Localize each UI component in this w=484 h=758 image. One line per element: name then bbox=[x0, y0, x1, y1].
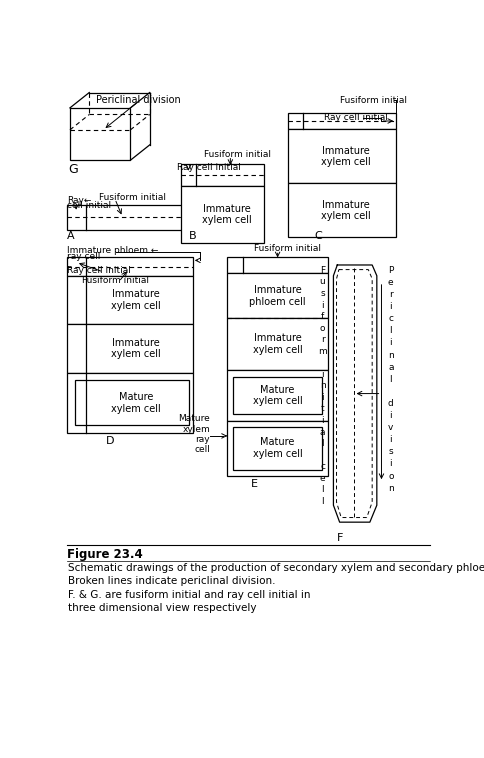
Text: i: i bbox=[320, 416, 323, 425]
Text: A: A bbox=[67, 230, 75, 241]
Bar bbox=[75, 381, 189, 425]
Bar bbox=[67, 373, 193, 433]
Bar bbox=[70, 108, 130, 160]
Text: Immature phloem ←: Immature phloem ← bbox=[67, 246, 158, 255]
Text: i: i bbox=[389, 302, 391, 312]
Text: l: l bbox=[320, 439, 323, 448]
Text: e: e bbox=[319, 474, 325, 483]
Text: o: o bbox=[387, 471, 393, 481]
Text: i: i bbox=[320, 300, 323, 309]
Text: Immature
phloem cell: Immature phloem cell bbox=[249, 285, 305, 306]
Bar bbox=[67, 276, 193, 324]
Text: E: E bbox=[250, 478, 257, 489]
Text: r: r bbox=[320, 335, 324, 344]
Text: c: c bbox=[388, 315, 393, 323]
Bar bbox=[233, 427, 321, 470]
Text: Immature
xylem cell: Immature xylem cell bbox=[201, 204, 251, 225]
Text: Fusiform initial: Fusiform initial bbox=[254, 244, 321, 253]
Bar bbox=[181, 164, 264, 186]
Text: l: l bbox=[389, 374, 391, 384]
Text: Immature
xylem cell: Immature xylem cell bbox=[111, 338, 161, 359]
Bar bbox=[67, 205, 181, 230]
Bar bbox=[227, 256, 327, 274]
Text: l: l bbox=[389, 327, 391, 335]
Text: Ray←: Ray← bbox=[67, 196, 91, 205]
Text: l: l bbox=[320, 485, 323, 494]
Text: F: F bbox=[319, 266, 324, 275]
Text: t: t bbox=[320, 405, 324, 413]
Text: Figure 23.4: Figure 23.4 bbox=[67, 548, 142, 561]
Text: Fusiform initial: Fusiform initial bbox=[82, 276, 149, 285]
Text: Fusiform initial: Fusiform initial bbox=[99, 193, 166, 202]
Text: n: n bbox=[387, 484, 393, 493]
Text: i: i bbox=[389, 435, 391, 444]
Text: F: F bbox=[336, 533, 343, 543]
Bar bbox=[287, 112, 395, 130]
Text: c: c bbox=[319, 462, 324, 471]
Bar bbox=[227, 274, 327, 318]
Text: three dimensional view respectively: three dimensional view respectively bbox=[68, 603, 257, 612]
Text: F. & G. are fusiform initial and ray cell initial in: F. & G. are fusiform initial and ray cel… bbox=[68, 590, 310, 600]
Text: Fusiform initial: Fusiform initial bbox=[204, 149, 271, 158]
Text: e: e bbox=[387, 278, 393, 287]
Text: n: n bbox=[387, 350, 393, 359]
Text: Broken lines indicate periclinal division.: Broken lines indicate periclinal divisio… bbox=[68, 576, 275, 587]
Text: l: l bbox=[320, 497, 323, 506]
Text: d: d bbox=[387, 399, 393, 408]
Text: i: i bbox=[389, 339, 391, 347]
Text: a: a bbox=[387, 362, 393, 371]
Text: B: B bbox=[188, 230, 196, 241]
Text: Mature
xylem cell: Mature xylem cell bbox=[252, 385, 302, 406]
Text: ray cell: ray cell bbox=[67, 252, 100, 261]
Text: Fusiform initial: Fusiform initial bbox=[339, 96, 406, 105]
Text: m: m bbox=[318, 346, 326, 356]
Bar bbox=[67, 324, 193, 373]
Text: o: o bbox=[319, 324, 325, 333]
Text: f: f bbox=[320, 312, 323, 321]
Text: s: s bbox=[319, 289, 324, 298]
Text: Schematic drawings of the production of secondary xylem and secondary phloem by : Schematic drawings of the production of … bbox=[68, 563, 484, 573]
Text: a: a bbox=[319, 428, 325, 437]
Bar bbox=[227, 421, 327, 476]
Text: s: s bbox=[388, 447, 392, 456]
Text: n: n bbox=[319, 381, 325, 390]
Bar bbox=[287, 183, 395, 237]
Text: r: r bbox=[388, 290, 392, 299]
Text: Ray cell initial: Ray cell initial bbox=[323, 114, 387, 122]
Text: Mature
xylem
ray
cell: Mature xylem ray cell bbox=[178, 415, 210, 455]
Text: i: i bbox=[320, 370, 323, 379]
Text: D: D bbox=[106, 436, 114, 446]
Text: Mature
xylem cell: Mature xylem cell bbox=[252, 437, 302, 459]
Text: Immature
xylem cell: Immature xylem cell bbox=[320, 146, 370, 168]
Text: u: u bbox=[319, 277, 325, 287]
Text: i: i bbox=[320, 393, 323, 402]
Text: Periclinal division: Periclinal division bbox=[95, 96, 180, 105]
Text: Mature
xylem cell: Mature xylem cell bbox=[111, 392, 161, 414]
Bar bbox=[67, 256, 193, 276]
Text: Immature
xylem cell: Immature xylem cell bbox=[320, 199, 370, 221]
Text: v: v bbox=[387, 423, 393, 432]
Text: i: i bbox=[389, 459, 391, 468]
Text: i: i bbox=[389, 411, 391, 420]
Text: G: G bbox=[68, 163, 78, 176]
Bar bbox=[287, 130, 395, 183]
Text: cell initial: cell initial bbox=[67, 201, 111, 210]
Text: C: C bbox=[314, 230, 322, 241]
Bar bbox=[227, 371, 327, 421]
Text: Immature
xylem cell: Immature xylem cell bbox=[111, 290, 161, 311]
Bar bbox=[233, 377, 321, 415]
Bar bbox=[181, 186, 264, 243]
Text: Ray cell initial: Ray cell initial bbox=[67, 266, 130, 275]
Text: Immature
xylem cell: Immature xylem cell bbox=[252, 334, 302, 355]
Text: Ray cell initial: Ray cell initial bbox=[177, 164, 240, 173]
Bar bbox=[227, 318, 327, 371]
Text: P: P bbox=[387, 266, 393, 275]
